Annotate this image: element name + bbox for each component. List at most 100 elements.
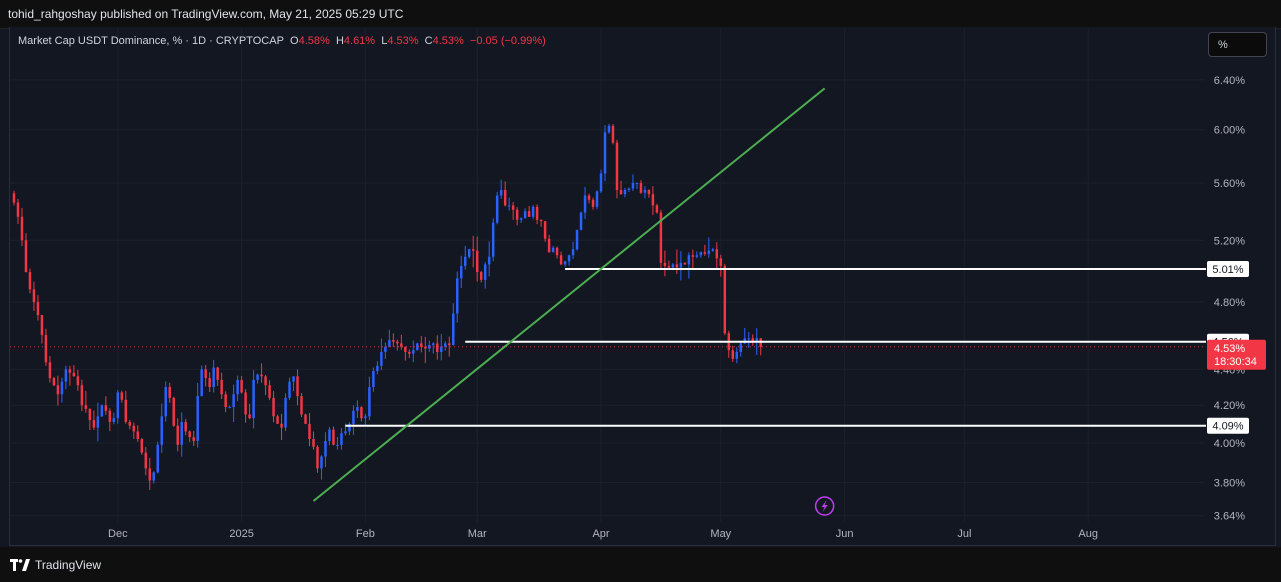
y-tick-label: 6.40%	[1214, 75, 1245, 87]
candle-body	[248, 414, 251, 419]
candle-body	[84, 405, 88, 409]
candle-body	[268, 385, 271, 398]
candle-body	[471, 249, 475, 251]
candle-body	[304, 414, 307, 424]
candle-body	[547, 238, 551, 253]
candle-body	[555, 247, 559, 256]
candle-body	[264, 376, 267, 386]
candle-body	[436, 343, 439, 352]
candle-body	[611, 125, 615, 143]
candle-body	[635, 183, 639, 185]
y-tick-label: 5.20%	[1214, 235, 1245, 247]
candle-body	[180, 421, 183, 445]
candle-body	[687, 255, 691, 265]
candle-body	[507, 205, 511, 207]
y-tick-label: 4.00%	[1214, 438, 1245, 450]
candle-body	[583, 195, 587, 213]
candle-body	[100, 405, 104, 417]
candle-body	[28, 272, 32, 290]
candle-body	[76, 376, 80, 386]
candle-body	[148, 468, 152, 481]
candle-body	[719, 258, 723, 266]
candle-body	[400, 343, 403, 347]
candle-body	[300, 396, 303, 415]
candle-body	[659, 212, 663, 263]
candle-body	[16, 202, 20, 217]
y-tick-label: 4.20%	[1214, 400, 1245, 412]
candle-body	[396, 341, 399, 344]
candle-body	[352, 410, 355, 424]
candle-body	[192, 437, 195, 441]
price-scale-unit-button[interactable]: %	[1208, 32, 1267, 57]
candle-body	[372, 371, 375, 388]
vertical-gridlines	[117, 28, 1089, 522]
footer-brand-text: TradingView	[35, 557, 102, 572]
candle-body	[80, 385, 84, 406]
candle-body	[228, 407, 231, 409]
candle-body	[72, 372, 76, 377]
candle-body	[32, 289, 36, 303]
candle-body	[336, 444, 339, 446]
candle-body	[619, 189, 623, 195]
tradingview-brand[interactable]: TradingView	[10, 558, 101, 572]
x-tick-label: Aug	[1078, 528, 1098, 540]
candle-body	[96, 416, 100, 428]
candle-body	[679, 262, 683, 268]
candle-body	[479, 272, 483, 280]
candle-body	[260, 374, 263, 377]
open-value: 4.58%	[298, 35, 330, 47]
candle-body	[467, 249, 471, 257]
candle-body	[663, 262, 667, 266]
candle-body	[216, 367, 219, 380]
candle-body	[683, 262, 687, 265]
candle-body	[44, 334, 48, 363]
candle-body	[639, 183, 643, 193]
x-tick-label: Mar	[468, 528, 487, 540]
x-tick-label: 2025	[229, 528, 253, 540]
y-tick-label: 3.64%	[1214, 511, 1245, 523]
candle-body	[112, 418, 116, 422]
candle-body	[567, 255, 571, 262]
candle-body	[643, 189, 647, 193]
candle-body	[667, 265, 671, 268]
candle-body	[559, 255, 563, 265]
candle-body	[647, 189, 651, 195]
level-badge	[1207, 261, 1249, 278]
candle-body	[515, 209, 519, 220]
axis-badges: 5.01%4.56%4.09%4.53%18:30:34	[1207, 261, 1266, 434]
candle-body	[132, 425, 136, 432]
chart-frame[interactable]	[9, 27, 1276, 546]
lightning-bolt-icon	[814, 496, 835, 516]
candle-body	[755, 338, 758, 342]
candle-body	[240, 379, 243, 393]
candle-body	[603, 132, 607, 174]
candle-body	[503, 189, 507, 206]
candle-body	[36, 302, 40, 316]
candle-body	[511, 205, 515, 210]
candlestick-series	[10, 123, 1204, 490]
candle-body	[751, 338, 754, 342]
high-label: H	[335, 35, 344, 47]
candle-body	[164, 387, 167, 417]
candle-body	[364, 416, 367, 419]
x-tick-label: Apr	[592, 528, 609, 540]
candle-body	[416, 343, 419, 351]
candle-body	[196, 396, 199, 441]
candle-body	[272, 397, 275, 417]
symbol-title[interactable]: Market Cap USDT Dominance, % · 1D · CRYP…	[18, 35, 284, 47]
candle-body	[200, 369, 203, 397]
candle-body	[324, 440, 327, 457]
candle-body	[152, 472, 155, 481]
candle-body	[24, 240, 28, 273]
candle-body	[444, 343, 447, 347]
candle-body	[340, 433, 343, 445]
candle-body	[256, 374, 259, 380]
candle-body	[384, 346, 387, 352]
candle-body	[244, 392, 247, 415]
candle-body	[428, 345, 431, 349]
candle-body	[531, 206, 535, 217]
y-tick-label: 5.60%	[1214, 178, 1245, 190]
lightning-bolt-glyph	[821, 500, 828, 512]
support-resistance-levels	[345, 268, 1206, 427]
